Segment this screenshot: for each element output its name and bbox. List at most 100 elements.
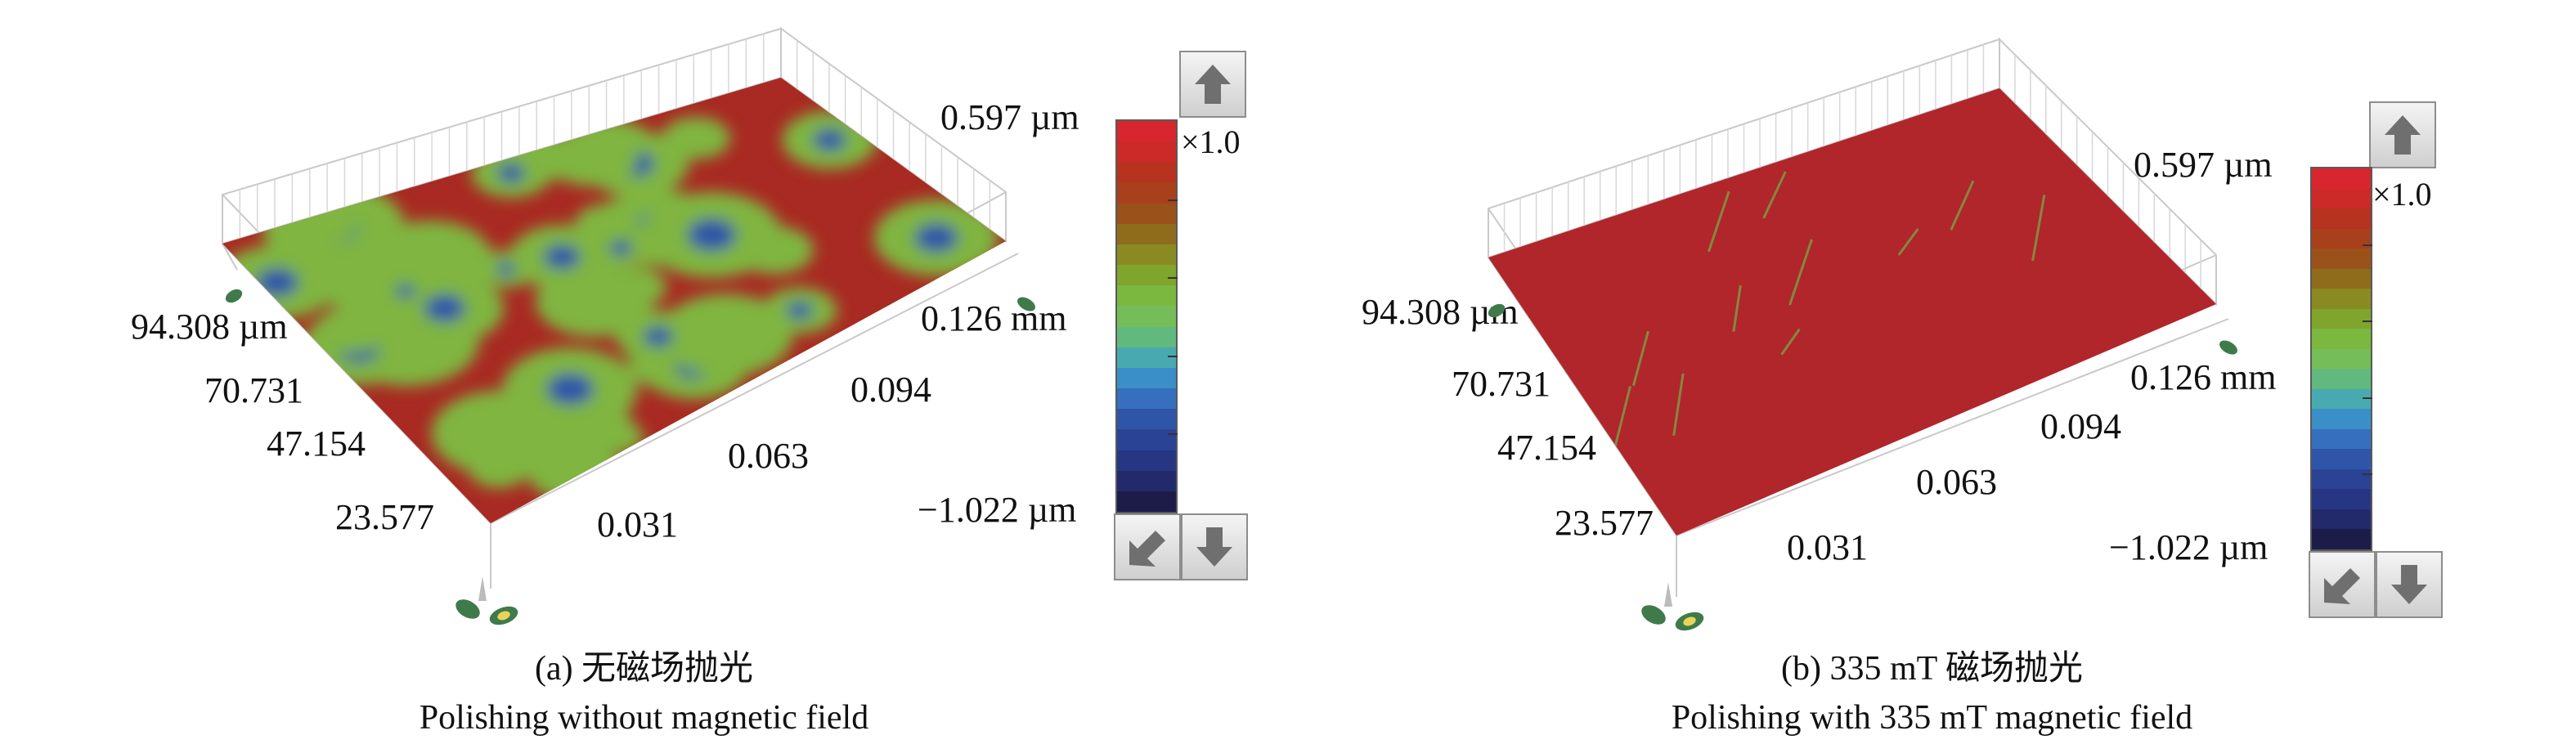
colorbar-band <box>2312 369 2371 389</box>
colorbar-band <box>2312 168 2371 189</box>
colorbar-band <box>1117 326 1176 347</box>
arrow-down-left-icon <box>2324 568 2360 604</box>
colorbar-band <box>2312 509 2371 530</box>
colorbar-band <box>1117 203 1176 224</box>
surface-feature <box>431 390 571 477</box>
surface-pit <box>643 326 674 347</box>
y-tick-label: 70.731 <box>204 370 303 410</box>
x-tick-label: 0.094 <box>850 370 931 410</box>
surface-view-a[interactable]: 94.308 µm 70.731 47.154 23.577 0.126 mm … <box>0 0 1288 744</box>
y-tick-label: 94.308 µm <box>131 307 288 347</box>
arrow-down-left-button[interactable] <box>2309 551 2376 618</box>
colorbar-tick <box>1168 277 1178 280</box>
colorbar-band <box>2312 289 2371 309</box>
box-grid-a <box>239 34 991 239</box>
surface-streak <box>1732 285 1742 332</box>
colorbar-tick <box>1168 199 1178 201</box>
surface-streak <box>1780 328 1801 356</box>
colorbar-band <box>2312 308 2371 329</box>
colorbar-min-label: −1.022 µm <box>918 490 1077 530</box>
surface-streak <box>1788 239 1813 306</box>
colorbar-band <box>1117 388 1176 410</box>
arrow-down-button[interactable] <box>2376 551 2443 618</box>
colorbar-band <box>1117 121 1176 142</box>
colorbar-band <box>1117 491 1176 512</box>
axis-gizmo-icon[interactable] <box>452 576 520 629</box>
caption-line-2: Polishing with 335 mT magnetic field <box>1671 699 2193 737</box>
colorbar-tick <box>2363 473 2372 475</box>
axis-gizmo-icon[interactable] <box>1638 582 1706 634</box>
colorbar-band <box>2312 409 2371 429</box>
colorbar-tick <box>2363 397 2372 399</box>
axis-gizmo-icon[interactable] <box>1486 301 1507 320</box>
surface-feature <box>661 116 731 159</box>
colorbar-band <box>2312 449 2371 469</box>
colorbar-scale-label: ×1.0 <box>1181 123 1241 160</box>
colorbar-band <box>1117 141 1176 163</box>
arrow-up-icon <box>2385 115 2421 155</box>
colorbar-band <box>2312 228 2371 249</box>
surface-feature <box>545 129 638 186</box>
surface-b <box>1488 88 2216 536</box>
colorbar-gradient <box>2310 167 2372 551</box>
axis-gizmo-icon[interactable] <box>2217 338 2240 357</box>
surface-streak <box>1631 330 1649 387</box>
surface-a <box>222 78 1006 523</box>
arrow-down-icon <box>2391 565 2427 604</box>
colorbar-band <box>2312 348 2371 370</box>
surface-pit <box>546 373 594 405</box>
surface-pit <box>786 302 813 320</box>
colorbar-band <box>1117 162 1176 183</box>
x-tick-label: 0.031 <box>597 504 678 545</box>
x-tick-label: 0.126 mm <box>2130 357 2276 397</box>
colorbar-band <box>1117 347 1176 368</box>
colorbar-tick <box>1168 433 1178 436</box>
colorbar-max-label: 0.597 µm <box>2134 145 2273 185</box>
surface-streak <box>1950 180 1975 231</box>
colorbar-band <box>1117 182 1176 204</box>
surface-streak <box>1762 171 1787 219</box>
arrow-up-button[interactable] <box>1179 51 1246 118</box>
colorbar-band <box>2312 208 2371 229</box>
surface-view-b[interactable]: 94.308 µm 70.731 47.154 23.577 0.126 mm … <box>1288 0 2576 744</box>
colorbar-band <box>1117 306 1176 327</box>
colorbar-tick <box>2363 244 2372 247</box>
surface-streak <box>2031 195 2046 262</box>
x-tick-label: 0.031 <box>1787 527 1868 567</box>
surface-feature <box>590 420 644 454</box>
surface-pit <box>497 164 526 183</box>
x-tick-label: 0.094 <box>2040 406 2121 446</box>
colorbar-band <box>1117 450 1176 471</box>
colorbar-band <box>1117 409 1176 430</box>
arrow-up-button[interactable] <box>2369 101 2436 168</box>
colorbar-band <box>1117 223 1176 244</box>
surface-pit <box>914 223 958 253</box>
arrow-down-left-button[interactable] <box>1114 513 1181 580</box>
colorbar-band <box>2312 529 2371 549</box>
surface-streak <box>1752 119 1769 156</box>
colorbar-band <box>2312 468 2371 490</box>
colorbar-band <box>1117 285 1176 307</box>
surface-streak <box>1897 228 1919 256</box>
axis-gizmo-icon[interactable] <box>1015 294 1038 314</box>
arrow-down-button[interactable] <box>1181 513 1248 580</box>
axis-gizmo-icon[interactable] <box>223 286 245 305</box>
panel-b: 94.308 µm 70.731 47.154 23.577 0.126 mm … <box>1288 0 2576 744</box>
colorbar-band <box>1117 367 1176 389</box>
box-grid-b <box>1503 44 2201 289</box>
x-tick-label: 0.126 mm <box>921 298 1066 338</box>
colorbar-tick <box>1168 355 1178 357</box>
colorbar-band <box>2312 428 2371 450</box>
y-tick-label: 23.577 <box>335 497 434 537</box>
y-tick-label: 23.577 <box>1555 503 1654 543</box>
surface-pit <box>813 128 846 151</box>
colorbar-band <box>2312 388 2371 410</box>
surface-pit <box>424 294 465 322</box>
colorbar-tick <box>2363 320 2372 323</box>
caption-line-1: (b) 335 mT 磁场抛光 <box>1780 650 2084 688</box>
colorbar-band <box>2312 489 2371 509</box>
x-tick-label: 0.063 <box>728 436 809 476</box>
surface-pit <box>256 268 298 297</box>
colorbar-band <box>2312 329 2371 349</box>
caption-line-2: Polishing without magnetic field <box>419 699 869 737</box>
